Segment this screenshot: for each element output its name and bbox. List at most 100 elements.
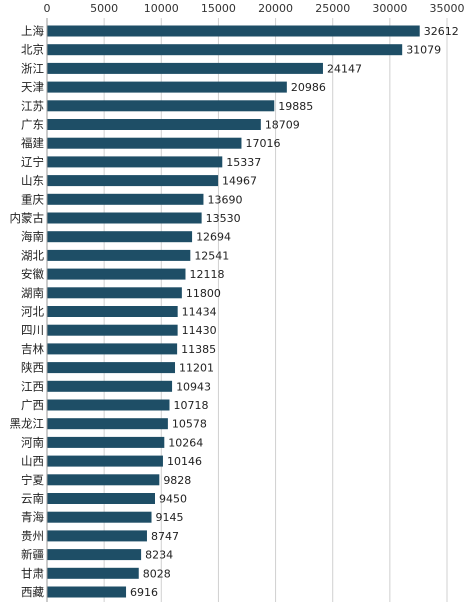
category-label: 吉林 xyxy=(21,342,44,356)
category-label: 江苏 xyxy=(21,99,44,113)
bar xyxy=(47,81,287,93)
category-label: 福建 xyxy=(21,136,44,150)
bar xyxy=(47,493,155,504)
x-tick-label: 20000 xyxy=(258,2,293,15)
data-label: 13530 xyxy=(206,212,241,225)
category-label: 重庆 xyxy=(21,192,44,206)
data-label: 10943 xyxy=(176,380,211,393)
data-label: 32612 xyxy=(424,25,459,38)
category-label: 广西 xyxy=(21,398,44,412)
bar xyxy=(47,156,223,168)
bar xyxy=(47,62,323,74)
category-label: 山东 xyxy=(21,174,44,188)
data-label: 11430 xyxy=(182,324,217,337)
category-label: 河北 xyxy=(21,305,44,319)
x-tick-label: 10000 xyxy=(144,2,179,15)
bar xyxy=(47,549,142,561)
bar xyxy=(47,25,420,37)
bar xyxy=(47,418,168,430)
category-label: 四川 xyxy=(21,323,44,337)
data-label: 9450 xyxy=(159,493,187,506)
data-label: 14967 xyxy=(222,175,257,188)
data-label: 24147 xyxy=(327,62,362,75)
bar xyxy=(47,586,127,598)
bar xyxy=(47,175,219,187)
category-label: 宁夏 xyxy=(21,473,44,487)
bar xyxy=(47,44,403,56)
category-label: 西藏 xyxy=(21,585,44,599)
bar xyxy=(47,530,147,542)
x-tick-label: 30000 xyxy=(372,2,407,15)
category-label: 安徽 xyxy=(21,267,44,281)
category-label: 甘肃 xyxy=(21,566,44,580)
bar xyxy=(47,287,182,299)
data-label: 20986 xyxy=(291,81,326,94)
category-label: 天津 xyxy=(21,80,44,94)
bar xyxy=(47,436,165,448)
data-label: 18709 xyxy=(265,119,300,132)
bar xyxy=(47,193,204,205)
bar xyxy=(47,324,178,336)
data-label: 8747 xyxy=(151,530,179,543)
category-label: 云南 xyxy=(21,492,44,506)
x-tick-label: 35000 xyxy=(430,2,465,15)
data-label: 10718 xyxy=(173,399,208,412)
category-label: 上海 xyxy=(21,24,44,38)
bar xyxy=(47,474,160,486)
bar xyxy=(47,137,242,149)
category-label: 新疆 xyxy=(21,548,44,562)
category-label: 青海 xyxy=(21,510,44,524)
data-label: 6916 xyxy=(130,586,158,599)
category-label: 陕西 xyxy=(21,361,44,375)
bar xyxy=(47,567,139,579)
data-label: 8028 xyxy=(143,567,171,580)
data-label: 10578 xyxy=(172,418,207,431)
data-label: 9145 xyxy=(156,511,184,524)
data-label: 17016 xyxy=(245,137,280,150)
category-label: 北京 xyxy=(21,43,44,57)
data-label: 12541 xyxy=(194,249,229,262)
category-label: 贵州 xyxy=(21,529,44,543)
data-label: 12694 xyxy=(196,231,231,244)
category-label: 湖北 xyxy=(21,248,44,262)
category-label: 黑龙江 xyxy=(10,417,45,431)
bar xyxy=(47,455,163,467)
category-label: 广东 xyxy=(21,118,44,132)
category-label: 江西 xyxy=(21,379,44,393)
category-label: 湖南 xyxy=(21,286,44,300)
data-label: 12118 xyxy=(189,268,224,281)
data-label: 8234 xyxy=(145,549,173,562)
x-tick-label: 25000 xyxy=(315,2,350,15)
data-label: 19885 xyxy=(278,100,313,113)
data-label: 10146 xyxy=(167,455,202,468)
bar xyxy=(47,100,275,112)
bar xyxy=(47,380,173,392)
bar xyxy=(47,231,193,243)
data-label: 10264 xyxy=(168,436,203,449)
bar xyxy=(47,399,170,411)
data-label: 11434 xyxy=(182,306,217,319)
x-tick-label: 15000 xyxy=(201,2,236,15)
data-label: 31079 xyxy=(406,44,441,57)
category-label: 海南 xyxy=(21,230,44,244)
x-tick-label: 0 xyxy=(44,2,51,15)
x-tick-label: 5000 xyxy=(90,2,118,15)
bar xyxy=(47,511,152,523)
category-label: 内蒙古 xyxy=(10,211,45,225)
category-label: 河南 xyxy=(21,435,44,449)
category-label: 浙江 xyxy=(21,61,44,75)
data-label: 11201 xyxy=(179,362,214,375)
bar xyxy=(47,343,178,355)
category-labels: 上海北京浙江天津江苏广东福建辽宁山东重庆内蒙古海南湖北安徽湖南河北四川吉林陕西江… xyxy=(10,24,45,599)
bar xyxy=(47,119,261,130)
data-label: 11800 xyxy=(186,287,221,300)
bar xyxy=(47,268,186,280)
bar xyxy=(47,212,202,224)
data-label: 15337 xyxy=(226,156,261,169)
bar xyxy=(47,362,176,374)
bar xyxy=(47,306,178,317)
x-axis-ticks: 0 5000 10000 15000 20000 25000 30000 35000 xyxy=(44,2,465,15)
data-label: 13690 xyxy=(207,193,242,206)
